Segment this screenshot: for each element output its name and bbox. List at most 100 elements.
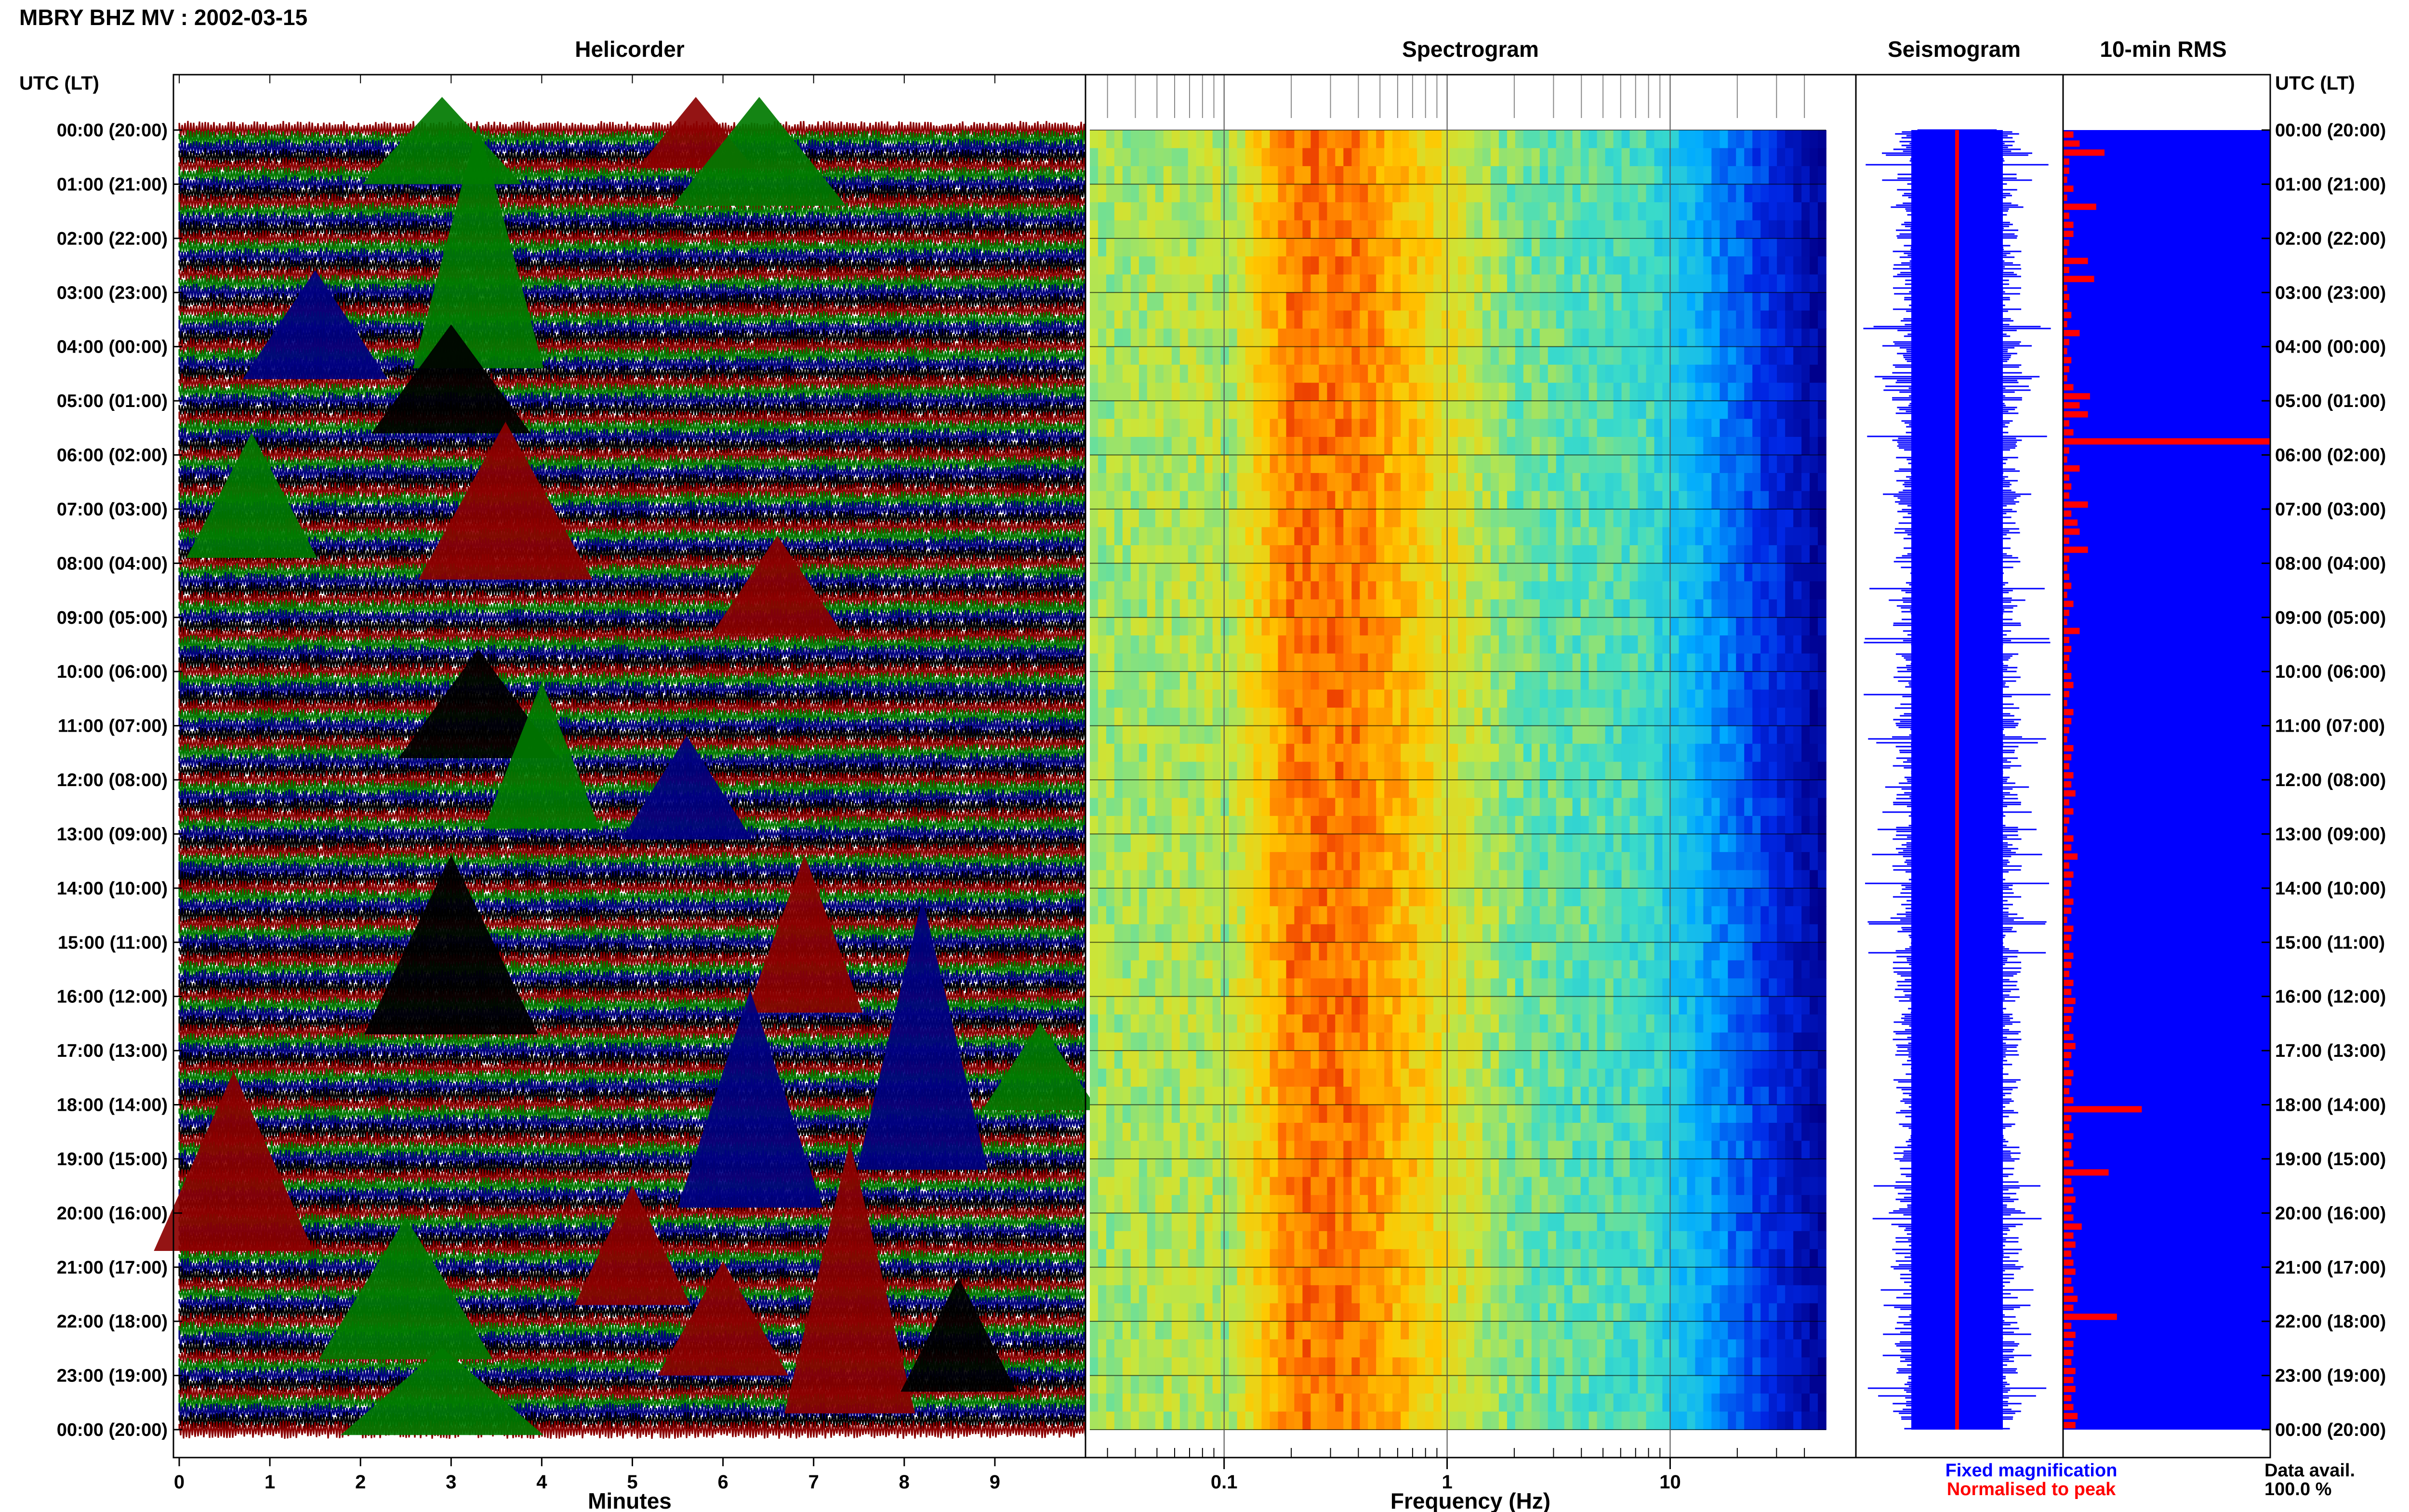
- spectrogram-cell: [1401, 256, 1409, 275]
- spectrogram-cell: [1515, 906, 1524, 925]
- spectrogram-cell: [1769, 274, 1777, 293]
- spectrogram-cell: [1498, 346, 1508, 365]
- spectrogram-cell: [1752, 689, 1761, 708]
- spectrogram-cell: [1114, 1068, 1123, 1087]
- spectrogram-cell: [1458, 780, 1467, 799]
- spectrogram-cell: [1646, 401, 1655, 420]
- spectrogram-cell: [1744, 689, 1753, 708]
- spectrogram-cell: [1531, 653, 1540, 672]
- spectrogram-cell: [1245, 1032, 1254, 1051]
- spectrogram-cell: [1376, 419, 1385, 437]
- spectrogram-cell: [1327, 960, 1336, 979]
- spectrogram-cell: [1179, 329, 1189, 347]
- spectrogram-cell: [1188, 852, 1197, 871]
- spectrogram-cell: [1523, 238, 1532, 257]
- spectrogram-cell: [1490, 238, 1499, 257]
- spectrogram-cell: [1450, 689, 1458, 708]
- spectrogram-cell: [1769, 419, 1777, 437]
- spectrogram-cell: [1270, 220, 1279, 239]
- helicorder-trace: [178, 526, 1086, 546]
- spectrogram-cell: [1188, 1051, 1197, 1069]
- spectrogram-cell: [1130, 1051, 1139, 1069]
- spectrogram-cell: [1760, 888, 1769, 907]
- spectrogram-cell: [1793, 725, 1802, 744]
- spectrogram-cell: [1196, 509, 1205, 528]
- spectrogram-cell: [1278, 545, 1287, 564]
- spectrogram-cell: [1245, 509, 1254, 528]
- spectrogram-cell: [1466, 780, 1475, 799]
- spectrogram-cell: [1204, 617, 1213, 636]
- spectrogram-cell: [1588, 617, 1598, 636]
- spectrogram-cell: [1588, 148, 1598, 167]
- spectrogram-cell: [1588, 130, 1598, 149]
- spectrogram-cell: [1531, 437, 1540, 456]
- spectrogram-cell: [1752, 581, 1761, 600]
- spectrogram-cell: [1237, 346, 1246, 365]
- spectrogram-cell: [1458, 1068, 1467, 1087]
- spectrogram-cell: [1646, 1051, 1655, 1069]
- spectrogram-cell: [1147, 815, 1156, 835]
- spectrogram-cell: [1319, 834, 1328, 853]
- spectrogram-cell: [1687, 491, 1696, 510]
- spectrogram-cell: [1188, 329, 1197, 347]
- spectrogram-cell: [1482, 852, 1491, 871]
- spectrogram-cell: [1515, 329, 1524, 347]
- spectrogram-cell: [1278, 202, 1287, 221]
- spectrogram-cell: [1515, 166, 1524, 185]
- spectrogram-cell: [1458, 166, 1467, 185]
- spectrogram-cell: [1752, 599, 1761, 618]
- spectrogram-cell: [1654, 798, 1663, 816]
- spectrogram-cell: [1507, 834, 1516, 853]
- spectrogram-cell: [1728, 599, 1737, 618]
- spectrogram-cell: [1793, 455, 1802, 473]
- spectrogram-cell: [1261, 762, 1271, 780]
- spectrogram-cell: [1310, 635, 1320, 654]
- spectrogram-cell: [1319, 148, 1328, 167]
- spectrogram-cell: [1498, 310, 1508, 329]
- spectrogram-cell: [1605, 365, 1614, 383]
- spectrogram-cell: [1425, 166, 1434, 185]
- spectrogram-cell: [1490, 599, 1499, 618]
- spectrogram-cell: [1711, 473, 1721, 492]
- spectrogram-cell: [1752, 924, 1761, 943]
- spectrogram-cell: [1270, 888, 1279, 907]
- spectrogram-cell: [1474, 491, 1483, 510]
- spectrogram-cell: [1220, 491, 1230, 510]
- spectrogram-cell: [1368, 834, 1377, 853]
- spectrogram-cell: [1629, 166, 1639, 185]
- spectrogram-cell: [1490, 1051, 1499, 1069]
- spectrogram-cell: [1106, 635, 1115, 654]
- spectrogram-cell: [1531, 130, 1540, 149]
- spectrogram-cell: [1360, 1014, 1369, 1033]
- spectrogram-cell: [1294, 1014, 1303, 1033]
- spectrogram-cell: [1237, 130, 1246, 149]
- spectrogram-cell: [1245, 310, 1254, 329]
- spectrogram-cell: [1090, 996, 1099, 1015]
- spectrogram-cell: [1580, 491, 1589, 510]
- spectrogram-cell: [1343, 202, 1352, 221]
- spectrogram-cell: [1310, 419, 1320, 437]
- spectrogram-cell: [1409, 978, 1417, 997]
- spectrogram-cell: [1679, 1068, 1688, 1087]
- spectrogram-cell: [1409, 671, 1417, 690]
- spectrogram-cell: [1310, 725, 1320, 744]
- spectrogram-cell: [1466, 870, 1475, 889]
- spectrogram-cell: [1564, 455, 1573, 473]
- spectrogram-cell: [1155, 1068, 1164, 1087]
- spectrogram-cell: [1433, 671, 1442, 690]
- spectrogram-cell: [1409, 942, 1417, 961]
- spectrogram-cell: [1278, 437, 1287, 456]
- spectrogram-cell: [1319, 671, 1328, 690]
- spectrogram-cell: [1417, 960, 1426, 979]
- spectrogram-cell: [1319, 798, 1328, 816]
- spectrogram-cell: [1368, 852, 1377, 871]
- spectrogram-cell: [1679, 509, 1688, 528]
- spectrogram-cell: [1474, 148, 1483, 167]
- spectrogram-cell: [1613, 870, 1622, 889]
- spectrogram-cell: [1384, 274, 1393, 293]
- helicorder-trace: [178, 229, 1086, 248]
- spectrogram-cell: [1351, 852, 1361, 871]
- spectrogram-cell: [1769, 256, 1777, 275]
- spectrogram-cell: [1629, 978, 1639, 997]
- spectrogram-cell: [1270, 942, 1279, 961]
